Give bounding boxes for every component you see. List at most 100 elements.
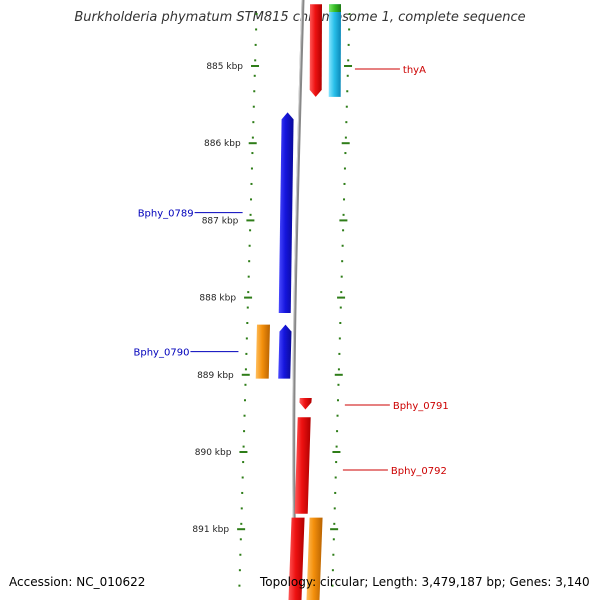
label-text[interactable]: Bphy_0789 [138, 209, 194, 220]
ruler-tick [246, 219, 255, 222]
gene-features[interactable] [255, 4, 341, 600]
gene-feature-top-red[interactable] [309, 4, 322, 97]
ruler-dot [347, 43, 350, 46]
ruler-dot [246, 322, 249, 324]
ruler-dot [335, 461, 338, 464]
ruler-dot [241, 476, 244, 479]
ruler-dot [346, 74, 349, 77]
ruler-tick-label: 886 kbp [204, 139, 241, 149]
label-text[interactable]: thyA [403, 65, 426, 76]
ruler-tick [339, 219, 348, 222]
ruler-dot [338, 337, 341, 340]
ruler-dot [253, 74, 256, 77]
gene-label-bphy-0792[interactable]: Bphy_0792 [342, 466, 447, 477]
ruler-dot [243, 430, 246, 433]
ruler-dot [250, 182, 253, 185]
topology-summary: Topology: circular; Length: 3,479,187 bp… [260, 575, 590, 589]
ruler-dot [343, 167, 346, 170]
ruler-dot [347, 59, 350, 62]
ruler-tick-label: 887 kbp [202, 216, 239, 226]
ruler-dot [255, 28, 258, 31]
ruler-dot [249, 213, 252, 216]
gene-feature-orange-1[interactable] [255, 324, 270, 379]
ruler-dot [243, 414, 246, 417]
ruler-dot [336, 430, 339, 433]
gene-label-bphy-0790[interactable]: Bphy_0790 [134, 348, 239, 359]
ruler-tick [244, 296, 253, 299]
ruler-dot [333, 507, 336, 510]
ruler-dot [332, 538, 335, 541]
gene-feature-bottom-orange[interactable] [306, 517, 323, 600]
gene-label-bphy-0791[interactable]: Bphy_0791 [344, 401, 449, 412]
gene-label-bphy-0789[interactable]: Bphy_0789 [138, 209, 243, 220]
ruler-dot [338, 352, 341, 355]
ruler-dot [240, 522, 243, 525]
ruler-dot [331, 584, 334, 587]
ruler-ticks: 885 kbp 886 kbp 887 kbp 888 kbp 889 kbp 890 k… [192, 62, 353, 535]
label-text[interactable]: Bphy_0790 [134, 348, 190, 359]
ruler-dot [250, 198, 253, 201]
gene-feature-bphy_0791[interactable] [299, 397, 312, 410]
ruler-dot [244, 383, 247, 386]
ruler-dot [251, 136, 254, 139]
ruler-dot [332, 553, 335, 556]
ruler-tick-label: 889 kbp [197, 371, 234, 381]
gene-label-thya[interactable]: thyA [354, 65, 426, 76]
ruler-dot [337, 383, 340, 386]
ruler-dot [344, 152, 347, 155]
ruler-dot [343, 182, 346, 185]
gene-feature-top-green[interactable] [328, 4, 341, 12]
ruler-dot [346, 90, 349, 93]
ruler-dot [348, 13, 351, 15]
ruler-dot [242, 461, 245, 464]
ruler-dot [242, 445, 245, 448]
label-text[interactable]: Bphy_0791 [393, 401, 449, 412]
ruler-dot [246, 306, 249, 309]
ruler-dot [340, 291, 343, 294]
ruler-dot [341, 244, 344, 247]
ruler-dot [339, 306, 342, 309]
ruler-dot [333, 522, 336, 525]
ruler-dot [253, 90, 256, 93]
ruler-dot [340, 275, 343, 278]
ruler-dot [348, 28, 351, 31]
label-text[interactable]: Bphy_0792 [391, 466, 447, 477]
ruler-dot [336, 414, 339, 417]
gene-labels: thyA Bphy_0789 Bphy_0790 Bphy_0791 Bphy_0792 [134, 65, 449, 477]
ruler-dot [244, 368, 247, 371]
ruler-dot [251, 152, 254, 155]
ruler-dot [252, 121, 255, 124]
gene-feature-bphy_0792[interactable] [294, 417, 311, 514]
ruler-dot [240, 507, 243, 510]
gene-feature-top-cyan[interactable] [328, 4, 341, 97]
ruler-tick-label: 888 kbp [199, 294, 236, 304]
gene-feature-bottom-red[interactable] [288, 517, 305, 600]
ruler-dot [342, 229, 345, 232]
ruler-tick-label: 891 kbp [192, 525, 229, 535]
gene-feature-bphy_0789[interactable] [278, 112, 294, 314]
ruler-dot [344, 136, 347, 139]
ruler-dot [245, 352, 248, 355]
ruler-dot [238, 584, 241, 587]
ruler-tick [251, 65, 260, 67]
ruler-dot [241, 491, 244, 494]
ruler-dot [255, 13, 258, 15]
ruler-dot [345, 121, 348, 124]
ruler-tick [341, 142, 350, 145]
ruler-dot [239, 538, 242, 541]
ruler-dot [239, 553, 242, 556]
gene-feature-bphy_0790[interactable] [278, 324, 292, 379]
ruler-dot [249, 229, 252, 232]
ruler-dot [334, 491, 337, 494]
ruler-dot [254, 43, 257, 46]
ruler-dot [343, 198, 346, 201]
ruler-dot [243, 399, 246, 402]
ruler-tick [330, 528, 339, 531]
ruler-dot [339, 322, 342, 324]
ruler-dot [247, 291, 250, 294]
ruler-dot [250, 167, 253, 170]
ruler-dot [254, 59, 257, 62]
ruler-tick [248, 142, 257, 145]
map-title: Burkholderia phymatum STM815 chromosome … [74, 10, 526, 25]
